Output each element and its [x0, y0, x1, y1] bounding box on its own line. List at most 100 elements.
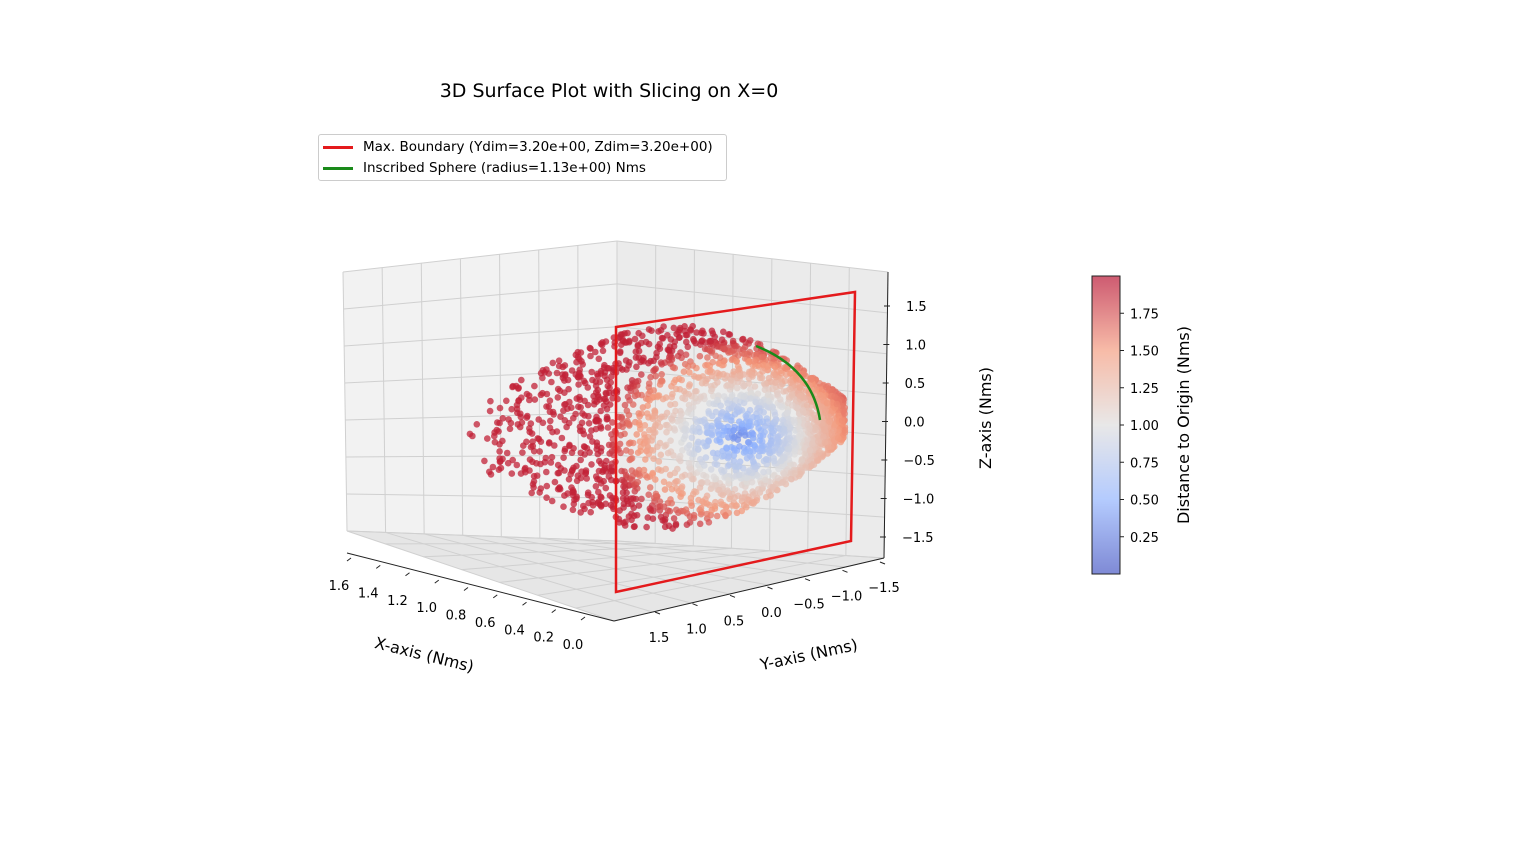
- y-tick-label: 0.5: [724, 614, 745, 629]
- cloud-point: [690, 450, 698, 458]
- grid-line: [462, 534, 730, 595]
- cloud-point: [543, 366, 550, 373]
- cloud-point: [608, 448, 616, 455]
- cloud-point: [624, 384, 631, 392]
- cloud-point: [698, 338, 705, 345]
- cloud-point: [543, 390, 551, 398]
- cloud-point: [755, 452, 763, 460]
- cloud-point: [725, 331, 732, 338]
- cloud-point: [699, 479, 706, 486]
- cloud-point: [666, 507, 674, 515]
- cloud-point: [579, 410, 586, 417]
- cloud-point: [551, 478, 559, 486]
- cloud-point: [661, 486, 669, 493]
- cloud-point: [810, 411, 818, 419]
- cloud-point: [841, 410, 848, 418]
- x-tick-label: 0.0: [563, 638, 584, 653]
- cloud-point: [649, 471, 656, 478]
- cloud-point: [755, 424, 762, 432]
- cloud-point: [705, 519, 713, 526]
- cloud-point: [546, 439, 553, 446]
- z-ticks: 1.5 1.0 0.5 0.0 −0.5 −1.0 −1.5: [880, 300, 935, 546]
- cloud-point: [518, 394, 525, 402]
- cloud-point: [621, 330, 628, 337]
- cloud-point: [626, 359, 633, 366]
- cloud-point: [486, 407, 494, 415]
- cloud-point: [635, 410, 642, 417]
- cloud-point: [638, 371, 645, 378]
- cloud-point: [731, 486, 739, 493]
- grid-line: [344, 326, 618, 347]
- cloud-point: [749, 458, 757, 465]
- cloud-point: [759, 442, 767, 450]
- cloud-point: [783, 409, 791, 417]
- cloud-point: [774, 474, 782, 482]
- cloud-point: [491, 429, 498, 436]
- cloud-point: [718, 453, 726, 460]
- legend-item-sphere: Inscribed Sphere (radius=1.13e+00) Nms: [323, 158, 646, 178]
- cloud-point: [716, 436, 723, 444]
- cloud-point: [757, 432, 764, 440]
- cloud-point: [681, 425, 689, 433]
- cloud-point: [833, 400, 841, 408]
- grid-line: [346, 530, 618, 542]
- cloud-point: [652, 490, 660, 498]
- x-tick-mark: [492, 594, 498, 599]
- cloud-point: [636, 438, 644, 445]
- cloud-point: [548, 453, 556, 461]
- cloud-point: [554, 469, 562, 477]
- cloud-point: [564, 490, 571, 497]
- cloud-point: [735, 431, 743, 439]
- cloud-point: [568, 367, 576, 374]
- y-axis-label: Y-axis (Nms): [757, 635, 859, 674]
- cloud-point: [665, 346, 673, 354]
- cloud-point: [686, 369, 693, 376]
- y-tick-mark: [692, 603, 698, 607]
- cloud-point: [691, 388, 699, 395]
- y-tick-mark: [879, 561, 886, 565]
- cloud-point: [625, 513, 633, 520]
- cloud-point: [670, 379, 678, 386]
- cloud-point: [630, 523, 638, 531]
- y-axis-line: [613, 557, 885, 622]
- cloud-point: [727, 377, 735, 384]
- cloud-point: [823, 383, 830, 391]
- cloud-point: [587, 345, 594, 352]
- cloud-point: [645, 491, 652, 499]
- x-axis-label: X-axis (Nms): [373, 633, 476, 676]
- cloud-point: [568, 484, 575, 491]
- cloud-point: [797, 430, 804, 437]
- cloud-point: [521, 466, 528, 473]
- cloud-point: [730, 427, 737, 434]
- cloud-point: [802, 464, 809, 471]
- x-tick-label: 0.6: [475, 616, 496, 631]
- cloud-point: [730, 368, 737, 375]
- y-ticks: 1.5 1.0 0.5 0.0 −0.5 −1.0 −1.5: [649, 561, 900, 646]
- cloud-point: [723, 444, 730, 452]
- cloud-point: [640, 358, 648, 365]
- cloud-point: [667, 437, 674, 445]
- cloud-point: [722, 415, 730, 422]
- cloud-point: [616, 440, 624, 448]
- cloud-point: [647, 373, 654, 381]
- cloud-point: [547, 417, 554, 425]
- cloud-point: [626, 337, 633, 345]
- cloud-point: [721, 345, 728, 353]
- cloud-point: [601, 361, 608, 369]
- grid-line: [501, 536, 769, 586]
- cloud-point: [630, 512, 638, 520]
- cloud-point: [704, 375, 711, 383]
- cloud-point: [749, 469, 756, 477]
- cloud-point: [560, 454, 567, 462]
- cloud-point: [597, 407, 604, 415]
- cloud-point: [724, 454, 732, 462]
- cloud-point: [709, 358, 716, 366]
- cloud-point: [672, 521, 680, 529]
- cloud-point: [535, 435, 543, 443]
- cloud-point: [758, 374, 766, 382]
- cloud-point: [815, 432, 822, 440]
- cloud-point: [655, 458, 663, 465]
- z-axis-line: [883, 271, 889, 559]
- cloud-point: [593, 398, 600, 406]
- cloud-point: [656, 340, 663, 348]
